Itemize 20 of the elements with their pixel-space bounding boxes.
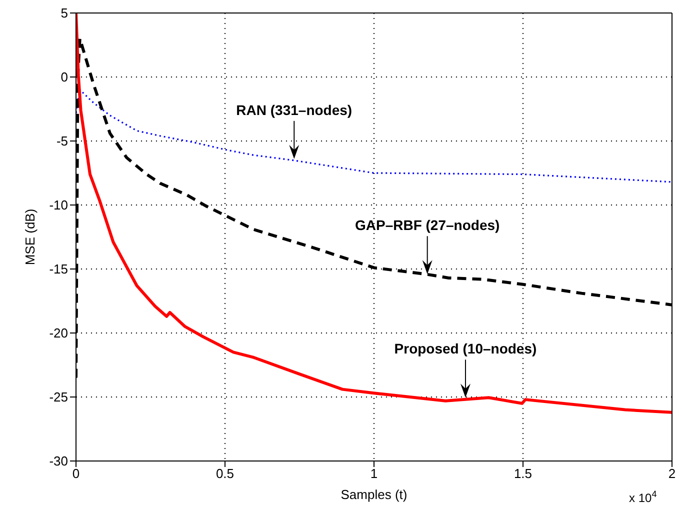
y-tick-label: -10 — [49, 198, 68, 213]
y-tick-label: -20 — [49, 326, 68, 341]
y-tick-label: -5 — [56, 134, 68, 149]
annotation: Proposed (10–nodes) — [394, 340, 537, 357]
annotation: RAN (331–nodes) — [236, 102, 352, 118]
annotation: GAP–RBF (27–nodes) — [354, 217, 500, 234]
y-tick-label: 5 — [60, 6, 68, 21]
y-tick-label: -30 — [49, 454, 68, 469]
x-tick-label: 2 — [668, 466, 676, 482]
y-tick-label: -25 — [49, 390, 68, 405]
y-tick-label: 0 — [60, 70, 68, 85]
x-tick-label: 1.5 — [514, 466, 532, 482]
x-axis-title: Samples (t) — [340, 487, 408, 502]
line-series — [76, 89, 672, 183]
text: x 10$^{4}$ — [629, 489, 657, 505]
x-tick-label: 0 — [72, 466, 80, 482]
y-axis-title: MSE (dB) — [22, 208, 38, 266]
y-tick-label: -15 — [49, 262, 68, 277]
x-tick-label: 0.5 — [216, 466, 234, 482]
x-tick-label: 1 — [370, 466, 378, 482]
